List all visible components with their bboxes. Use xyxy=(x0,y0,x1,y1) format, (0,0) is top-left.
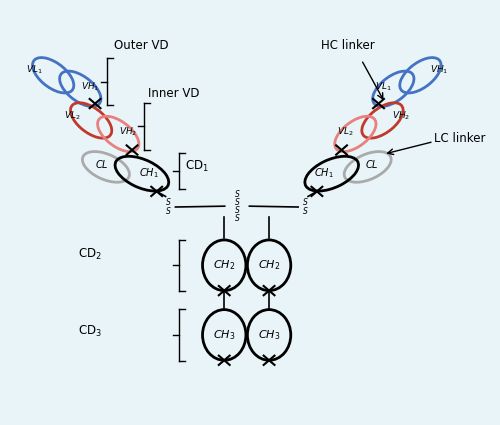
Text: CD$_1$: CD$_1$ xyxy=(185,159,208,173)
Text: $CH_3$: $CH_3$ xyxy=(258,328,280,342)
Text: $CH_1$: $CH_1$ xyxy=(314,166,334,180)
Text: $VH_2$: $VH_2$ xyxy=(119,126,138,138)
Text: HC linker: HC linker xyxy=(321,39,374,52)
Text: Inner VD: Inner VD xyxy=(148,87,200,100)
Text: S
S
S
S: S S S S xyxy=(234,190,240,223)
Text: LC linker: LC linker xyxy=(434,132,486,145)
Text: $CL$: $CL$ xyxy=(365,158,378,170)
Text: $VH_2$: $VH_2$ xyxy=(392,109,410,122)
Text: $VL_2$: $VL_2$ xyxy=(337,126,354,138)
Text: $CH_2$: $CH_2$ xyxy=(258,258,280,272)
Text: $VH_1$: $VH_1$ xyxy=(430,64,448,76)
Text: S
S: S S xyxy=(303,198,308,215)
Text: $CH_2$: $CH_2$ xyxy=(213,258,236,272)
Text: $VL_1$: $VL_1$ xyxy=(375,80,392,93)
Text: S
S: S S xyxy=(166,198,170,215)
Text: CD$_2$: CD$_2$ xyxy=(78,247,102,262)
Text: CD$_3$: CD$_3$ xyxy=(78,324,102,339)
Text: $VL_2$: $VL_2$ xyxy=(64,109,80,122)
Text: $CH_1$: $CH_1$ xyxy=(140,166,159,180)
Text: $VH_1$: $VH_1$ xyxy=(81,80,100,93)
Text: $VL_1$: $VL_1$ xyxy=(26,64,43,76)
Text: Outer VD: Outer VD xyxy=(114,39,168,52)
Text: $CH_3$: $CH_3$ xyxy=(213,328,236,342)
Text: $CL$: $CL$ xyxy=(95,158,109,170)
